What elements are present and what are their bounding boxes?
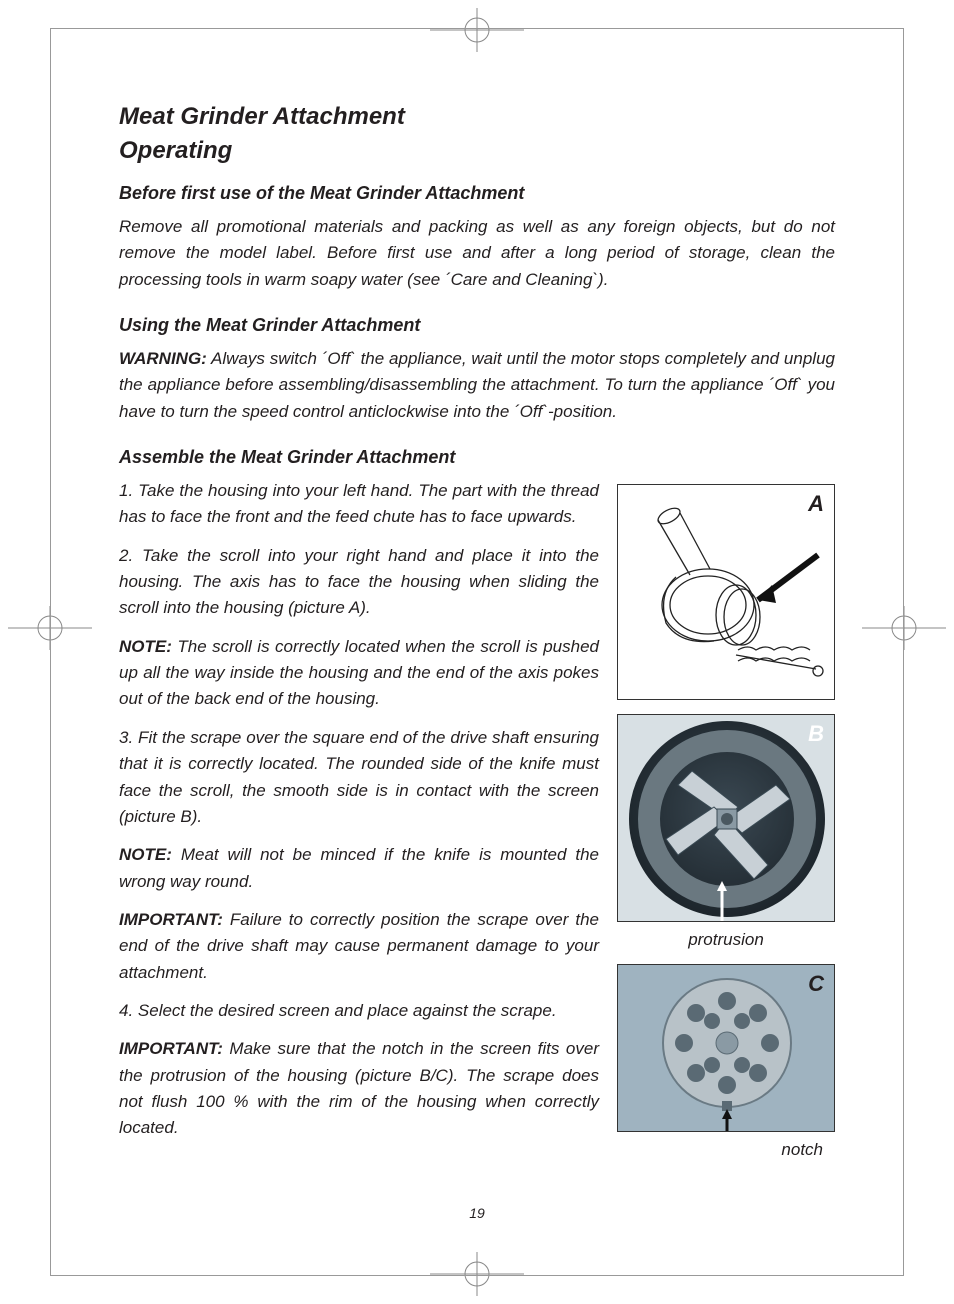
note-1: NOTE: The scroll is correctly located wh… [119,634,599,713]
figure-c: C [617,964,835,1132]
heading-2: Operating [119,137,835,165]
note2-text: Meat will not be minced if the knife is … [119,845,599,890]
figure-c-caption: notch [617,1140,835,1160]
page-number: 19 [119,1205,835,1221]
step-2: 2. Take the scroll into your right hand … [119,543,599,622]
section2-title: Using the Meat Grinder Attachment [119,315,835,336]
figure-b-caption: protrusion [617,930,835,950]
heading-1: Meat Grinder Attachment [119,103,835,131]
warning-lead: WARNING: [119,349,207,368]
note-2: NOTE: Meat will not be minced if the kni… [119,842,599,895]
section2-warning: WARNING: Always switch ´Off` the applian… [119,346,835,425]
figure-c-label: C [808,971,824,997]
figure-b-drawing [618,715,836,923]
section1-body: Remove all promotional materials and pac… [119,214,835,293]
note1-lead: NOTE: [119,637,172,656]
important-1: IMPORTANT: Failure to correctly position… [119,907,599,986]
right-column: A [617,478,835,1160]
figure-b-label: B [808,721,824,747]
section3-title: Assemble the Meat Grinder Attachment [119,447,835,468]
note2-lead: NOTE: [119,845,172,864]
figure-a-drawing [618,485,836,701]
imp1-lead: IMPORTANT: [119,910,223,929]
step-4: 4. Select the desired screen and place a… [119,998,599,1024]
imp2-lead: IMPORTANT: [119,1039,223,1058]
figure-c-drawing [618,965,836,1133]
warning-text: Always switch ´Off` the appliance, wait … [119,349,835,421]
figure-b: B [617,714,835,922]
note1-text: The scroll is correctly located when the… [119,637,599,709]
step-1: 1. Take the housing into your left hand.… [119,478,599,531]
figure-a: A [617,484,835,700]
important-2: IMPORTANT: Make sure that the notch in t… [119,1036,599,1141]
figure-a-label: A [808,491,824,517]
left-column: 1. Take the housing into your left hand.… [119,478,599,1154]
print-page: Meat Grinder Attachment Operating Before… [50,28,904,1276]
section1-title: Before first use of the Meat Grinder Att… [119,183,835,204]
step-3: 3. Fit the scrape over the square end of… [119,725,599,830]
